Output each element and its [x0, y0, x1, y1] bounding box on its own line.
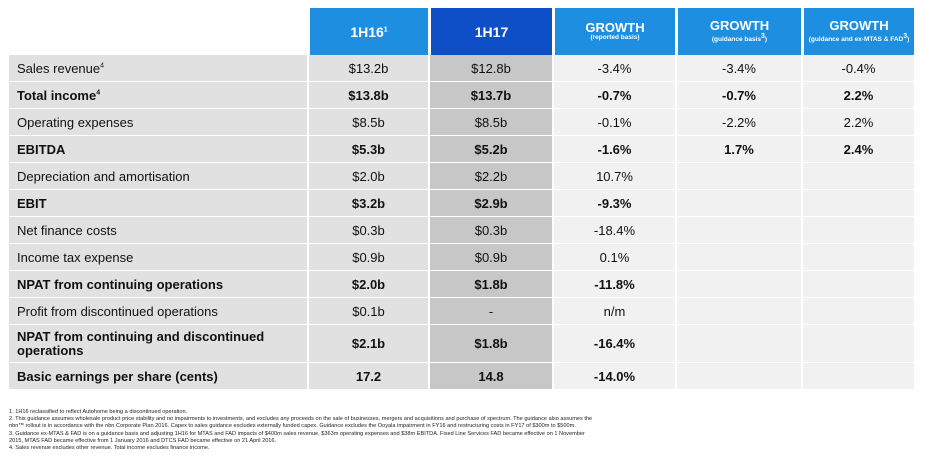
value-1h17: $1.8b: [428, 271, 552, 298]
header-growth-reported: GROWTH (reported basis): [552, 8, 675, 55]
value-1h17: $0.9b: [428, 244, 552, 271]
value-1h16: $0.3b: [307, 217, 428, 244]
value-1h16: $2.0b: [307, 163, 428, 190]
row-label: Sales revenue4: [9, 55, 307, 82]
table-row: Income tax expense $0.9b $0.9b 0.1%: [9, 244, 914, 271]
growth-reported: -0.1%: [552, 109, 675, 136]
growth-ex-mtas-fad: [801, 244, 914, 271]
header-growth-guidance: GROWTH (guidance basis3): [675, 8, 801, 55]
growth-ex-mtas-fad: [801, 325, 914, 363]
value-1h17: 14.8: [428, 363, 552, 390]
growth-ex-mtas-fad: [801, 163, 914, 190]
row-label: NPAT from continuing and discontinued op…: [9, 325, 307, 363]
growth-reported: -9.3%: [552, 190, 675, 217]
growth-guidance: [675, 271, 801, 298]
value-1h17: $12.8b: [428, 55, 552, 82]
growth-reported: -3.4%: [552, 55, 675, 82]
row-label: EBIT: [9, 190, 307, 217]
table-row: NPAT from continuing operations $2.0b $1.8…: [9, 271, 914, 298]
row-label: Operating expenses: [9, 109, 307, 136]
growth-reported: -1.6%: [552, 136, 675, 163]
table-row: Net finance costs $0.3b $0.3b -18.4%: [9, 217, 914, 244]
growth-guidance: -2.2%: [675, 109, 801, 136]
growth-guidance: 1.7%: [675, 136, 801, 163]
value-1h17: $0.3b: [428, 217, 552, 244]
table-row: EBIT $3.2b $2.9b -9.3%: [9, 190, 914, 217]
row-label: NPAT from continuing operations: [9, 271, 307, 298]
growth-reported: -18.4%: [552, 217, 675, 244]
value-1h16: $8.5b: [307, 109, 428, 136]
footnote: 1. 1H16 reclassified to reflect Autohome…: [9, 409, 188, 415]
value-1h17: $2.2b: [428, 163, 552, 190]
value-1h17: $5.2b: [428, 136, 552, 163]
footnote: 3. Guidance ex-MTAS & FAD is on a guidan…: [9, 430, 585, 437]
growth-guidance: -0.7%: [675, 82, 801, 109]
growth-ex-mtas-fad: [801, 271, 914, 298]
growth-ex-mtas-fad: [801, 363, 914, 390]
footnote: 2015, MTAS FAD became effective from 1 J…: [9, 437, 277, 444]
growth-ex-mtas-fad: 2.4%: [801, 136, 914, 163]
value-1h16: $0.9b: [307, 244, 428, 271]
growth-reported: -11.8%: [552, 271, 675, 298]
value-1h17: -: [428, 298, 552, 325]
growth-guidance: [675, 163, 801, 190]
header-growth-ex-mtas-fad: GROWTH (guidance and ex-MTAS & FAD3): [801, 8, 914, 55]
table-row: Operating expenses $8.5b $8.5b -0.1% -2.2% 2.…: [9, 109, 914, 136]
value-1h16: $2.0b: [307, 271, 428, 298]
row-label: Total income4: [9, 82, 307, 109]
header-1h17: 1H17: [428, 8, 552, 55]
header-1h16: 1H161: [307, 8, 428, 55]
growth-reported: -14.0%: [552, 363, 675, 390]
growth-ex-mtas-fad: -0.4%: [801, 55, 914, 82]
row-label: Basic earnings per share (cents): [9, 363, 307, 390]
growth-guidance: -3.4%: [675, 55, 801, 82]
growth-guidance: [675, 363, 801, 390]
footnotes: 1. 1H16 reclassified to reflect Autohome…: [9, 409, 914, 452]
header-blank: [9, 8, 307, 55]
growth-guidance: [675, 190, 801, 217]
value-1h16: $13.8b: [307, 82, 428, 109]
table-row: Profit from discontinued operations $0.1b…: [9, 298, 914, 325]
table-row: Sales revenue4 $13.2b $12.8b -3.4% -3.4% -0.4…: [9, 55, 914, 82]
growth-ex-mtas-fad: 2.2%: [801, 82, 914, 109]
growth-guidance: [675, 325, 801, 363]
growth-reported: 10.7%: [552, 163, 675, 190]
growth-ex-mtas-fad: [801, 217, 914, 244]
table-row: EBITDA $5.3b $5.2b -1.6% 1.7% 2.4%: [9, 136, 914, 163]
row-label: Depreciation and amortisation: [9, 163, 307, 190]
footnote: 4. Sales revenue excludes other revenue.…: [9, 445, 210, 452]
growth-reported: -16.4%: [552, 325, 675, 363]
table-row: Depreciation and amortisation $2.0b $2.2b 1…: [9, 163, 914, 190]
growth-reported: n/m: [552, 298, 675, 325]
row-label: Net finance costs: [9, 217, 307, 244]
value-1h16: $2.1b: [307, 325, 428, 363]
header-row: 1H161 1H17 GROWTH (reported basis) GROWT…: [9, 8, 914, 55]
value-1h16: $13.2b: [307, 55, 428, 82]
value-1h17: $13.7b: [428, 82, 552, 109]
growth-guidance: [675, 244, 801, 271]
growth-reported: -0.7%: [552, 82, 675, 109]
value-1h17: $2.9b: [428, 190, 552, 217]
growth-ex-mtas-fad: [801, 298, 914, 325]
growth-ex-mtas-fad: 2.2%: [801, 109, 914, 136]
footnote: nbn™ rollout is in accordance with the n…: [9, 423, 576, 430]
growth-guidance: [675, 217, 801, 244]
footnote: 2. This guidance assumes wholesale produ…: [9, 416, 593, 423]
row-label: EBITDA: [9, 136, 307, 163]
value-1h16: $3.2b: [307, 190, 428, 217]
table-row: NPAT from continuing and discontinued op…: [9, 325, 914, 363]
growth-ex-mtas-fad: [801, 190, 914, 217]
value-1h17: $1.8b: [428, 325, 552, 363]
financial-summary-table: 1H161 1H17 GROWTH (reported basis) GROWT…: [9, 8, 914, 390]
table-row: Total income4 $13.8b $13.7b -0.7% -0.7% 2.2%: [9, 82, 914, 109]
value-1h16: 17.2: [307, 363, 428, 390]
row-label: Profit from discontinued operations: [9, 298, 307, 325]
value-1h16: $0.1b: [307, 298, 428, 325]
table-row: Basic earnings per share (cents) 17.2 14.8…: [9, 363, 914, 390]
value-1h17: $8.5b: [428, 109, 552, 136]
value-1h16: $5.3b: [307, 136, 428, 163]
growth-reported: 0.1%: [552, 244, 675, 271]
row-label: Income tax expense: [9, 244, 307, 271]
growth-guidance: [675, 298, 801, 325]
